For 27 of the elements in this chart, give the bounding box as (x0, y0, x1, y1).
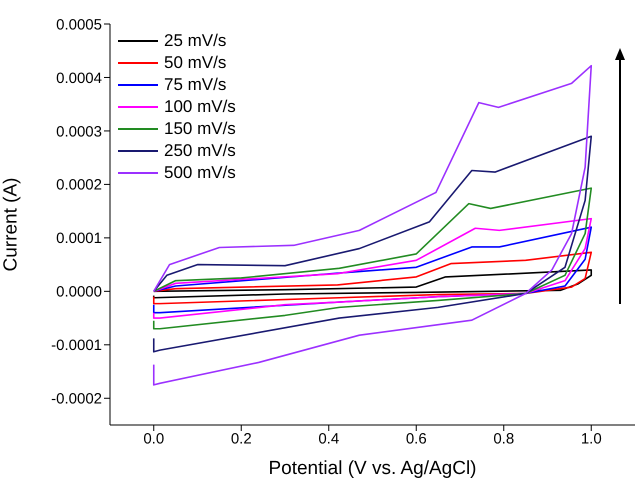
y-tick-label: -0.0001 (51, 337, 102, 354)
line-series (152, 187, 592, 330)
x-tick-label: 1.0 (580, 430, 602, 448)
y-tick-label: 0.0003 (56, 123, 102, 140)
y-tick-label: 0.0004 (56, 70, 102, 87)
y-tick-label: -0.0002 (51, 390, 102, 408)
x-tick-label: 0.0 (143, 430, 164, 448)
y-tick-label: 0.0000 (56, 284, 102, 301)
y-tick-label: 0.0002 (56, 176, 102, 194)
line-series (152, 252, 592, 304)
line-series (152, 269, 592, 299)
legend-label: 150 mV/s (164, 119, 236, 139)
legend-label: 500 mV/s (164, 163, 236, 183)
x-tick-label: 0.4 (318, 430, 340, 448)
legend-label: 100 mV/s (164, 97, 236, 117)
y-tick-label: 0.0001 (56, 230, 102, 248)
x-tick-label: 0.2 (230, 430, 252, 448)
legend-label: 25 mV/s (164, 31, 226, 51)
legend-label: 250 mV/s (164, 141, 236, 161)
legend-label: 50 mV/s (164, 53, 226, 73)
x-axis-title: Potential (V vs. Ag/AgCl) (268, 458, 477, 479)
x-tick-label: 0.6 (406, 430, 427, 448)
line-series (152, 135, 592, 353)
x-tick-label: 0.8 (493, 430, 514, 448)
y-tick-label: 0.0005 (56, 16, 102, 34)
legend-label: 75 mV/s (164, 75, 226, 95)
y-axis-title: Current (A) (0, 178, 22, 272)
